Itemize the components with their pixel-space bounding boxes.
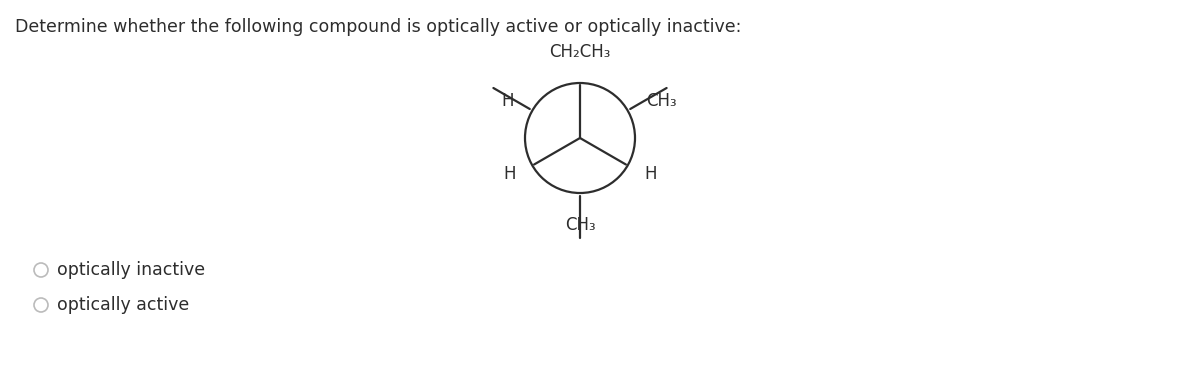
Text: optically active: optically active	[58, 296, 190, 314]
Text: H: H	[503, 165, 516, 183]
Text: H: H	[502, 92, 514, 110]
Text: Determine whether the following compound is optically active or optically inacti: Determine whether the following compound…	[14, 18, 742, 36]
Text: H: H	[644, 165, 656, 183]
Text: CH₂CH₃: CH₂CH₃	[550, 43, 611, 61]
Text: optically inactive: optically inactive	[58, 261, 205, 279]
Text: CH₃: CH₃	[646, 92, 677, 110]
Text: CH₃: CH₃	[565, 216, 595, 234]
